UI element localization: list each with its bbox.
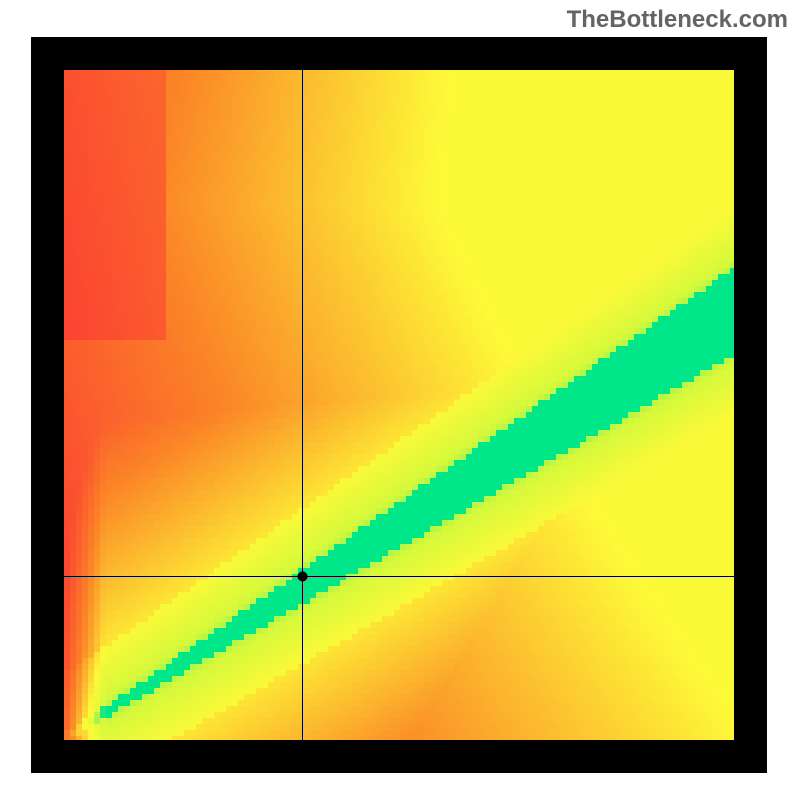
chart-container: TheBottleneck.com bbox=[0, 0, 800, 800]
chart-border-left bbox=[31, 37, 64, 773]
watermark-text: TheBottleneck.com bbox=[567, 6, 788, 34]
heatmap-canvas bbox=[64, 70, 734, 740]
chart-border-right bbox=[734, 37, 767, 773]
chart-border-top bbox=[31, 37, 767, 70]
heatmap-plot-area bbox=[64, 70, 734, 740]
chart-border-bottom bbox=[31, 740, 767, 773]
